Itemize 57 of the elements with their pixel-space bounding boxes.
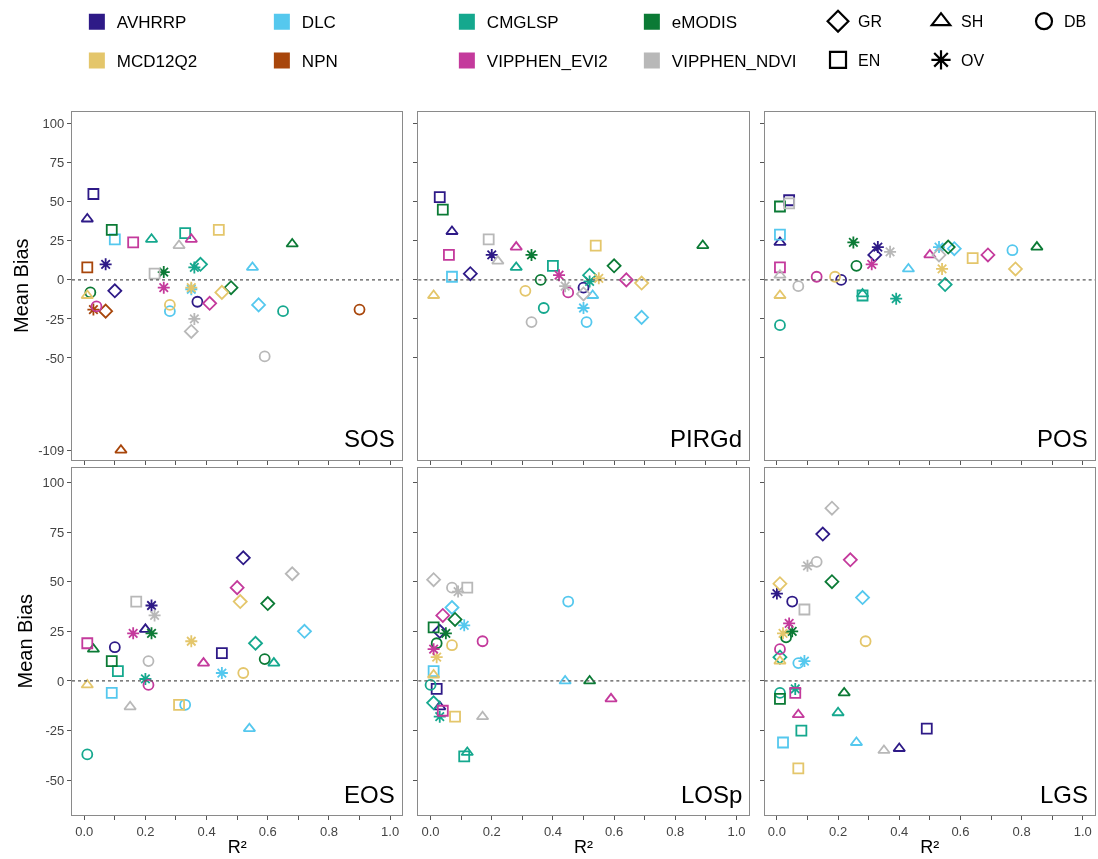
legend-label: eMODIS: [671, 13, 738, 33]
x-tick-label: 0.8: [1012, 823, 1031, 839]
x-tick-label: 0.6: [605, 823, 624, 839]
legend-label: GR: [858, 13, 883, 31]
x-tick-label: 1.0: [1073, 823, 1092, 839]
legend-label: DLC: [301, 13, 336, 33]
x-tick-label: 0.0: [75, 823, 94, 839]
text: LGS: [1040, 781, 1089, 808]
x-tick-label: 1.0: [727, 823, 746, 839]
y-tick-label: 0: [57, 272, 65, 288]
x-tick-label: 0.6: [258, 823, 277, 839]
legend-label: AVHRRP: [116, 13, 187, 33]
x-tick-label: 0.4: [890, 823, 909, 839]
y-tick-label: 100: [42, 474, 65, 490]
y-tick-label: 75: [49, 524, 65, 540]
legend-label: OV: [961, 52, 985, 70]
y-tick-label: -109: [38, 442, 65, 458]
x-tick-label: 0.2: [136, 823, 155, 839]
y-tick-label: 25: [49, 623, 65, 639]
legend-label: EN: [858, 52, 881, 70]
y-tick-label: -25: [45, 311, 65, 327]
x-axis-title: R²: [227, 836, 247, 857]
text: SOS: [344, 425, 395, 452]
y-tick-label: -50: [45, 772, 65, 788]
legend-label: SH: [961, 13, 984, 31]
legend-label: VIPPHEN_EVI2: [486, 52, 608, 72]
y-tick-label: -50: [45, 350, 65, 366]
y-tick-label: 100: [42, 116, 65, 132]
text: LOSp: [681, 781, 743, 808]
x-axis-title: R²: [574, 836, 593, 857]
x-tick-label: 0.4: [543, 823, 562, 839]
x-tick-label: 0.4: [197, 823, 216, 839]
x-tick-label: 0.2: [482, 823, 501, 839]
x-tick-label: 0.0: [421, 823, 440, 839]
x-tick-label: 0.8: [666, 823, 685, 839]
y-tick-label: -25: [45, 723, 65, 739]
y-axis-title: Mean Bias: [14, 594, 37, 689]
y-axis-title: Mean Bias: [9, 238, 32, 333]
x-tick-label: 0.6: [951, 823, 970, 839]
legend-label: VIPPHEN_NDVI: [671, 52, 797, 72]
legend-label: CMGLSP: [486, 13, 559, 33]
y-tick-label: 75: [49, 155, 65, 171]
x-tick-label: 0.2: [829, 823, 848, 839]
y-tick-label: 50: [49, 574, 65, 590]
x-tick-label: 0.8: [319, 823, 338, 839]
legend-label: MCD12Q2: [116, 52, 198, 72]
text: EOS: [344, 781, 395, 808]
x-tick-label: 0.0: [767, 823, 786, 839]
y-tick-label: 50: [49, 194, 65, 210]
legend-label: DB: [1064, 13, 1087, 31]
x-tick-label: 1.0: [381, 823, 400, 839]
text: PIRGd: [670, 425, 743, 452]
x-axis-title: R²: [920, 836, 940, 857]
text: POS: [1037, 425, 1088, 452]
legend-label: NPN: [301, 52, 338, 72]
y-tick-label: 25: [49, 233, 65, 249]
y-tick-label: 0: [57, 673, 65, 689]
